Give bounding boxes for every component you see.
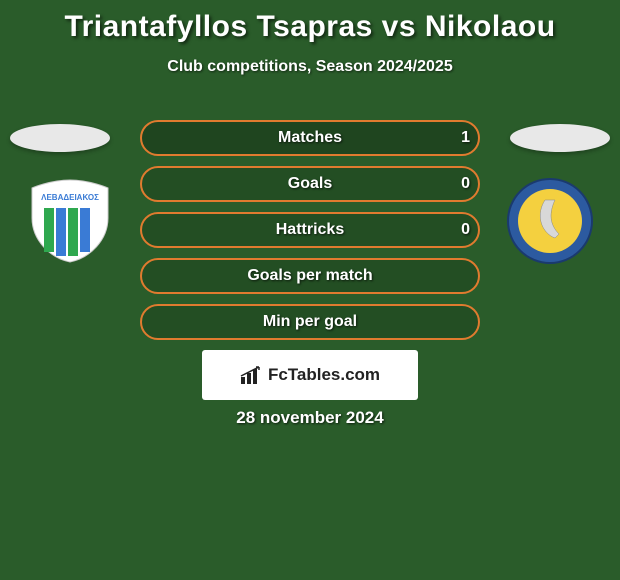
watermark: FcTables.com (202, 350, 418, 400)
stat-label: Matches (278, 129, 342, 147)
stat-label: Hattricks (276, 221, 344, 239)
stat-value-right: 1 (461, 120, 470, 156)
stat-pill: Goals (140, 166, 480, 202)
stat-value-right: 0 (461, 166, 470, 202)
stats-area: Matches 1 Goals 0 Hattricks 0 Goals per match M… (0, 120, 620, 350)
stat-pill: Matches (140, 120, 480, 156)
stat-row: Goals per match (0, 258, 620, 304)
stat-row: Min per goal (0, 304, 620, 350)
bars-icon (240, 365, 264, 385)
stat-pill: Min per goal (140, 304, 480, 340)
watermark-text: FcTables.com (268, 365, 380, 385)
stat-label: Goals (288, 175, 332, 193)
stat-value-right: 0 (461, 212, 470, 248)
subtitle: Club competitions, Season 2024/2025 (0, 58, 620, 76)
stat-pill: Goals per match (140, 258, 480, 294)
stat-label: Goals per match (247, 267, 372, 285)
stat-row: Goals 0 (0, 166, 620, 212)
stat-pill: Hattricks (140, 212, 480, 248)
stat-label: Min per goal (263, 313, 357, 331)
stat-row: Matches 1 (0, 120, 620, 166)
page-title: Triantafyllos Tsapras vs Nikolaou (0, 0, 620, 44)
date-line: 28 november 2024 (0, 408, 620, 428)
stat-row: Hattricks 0 (0, 212, 620, 258)
